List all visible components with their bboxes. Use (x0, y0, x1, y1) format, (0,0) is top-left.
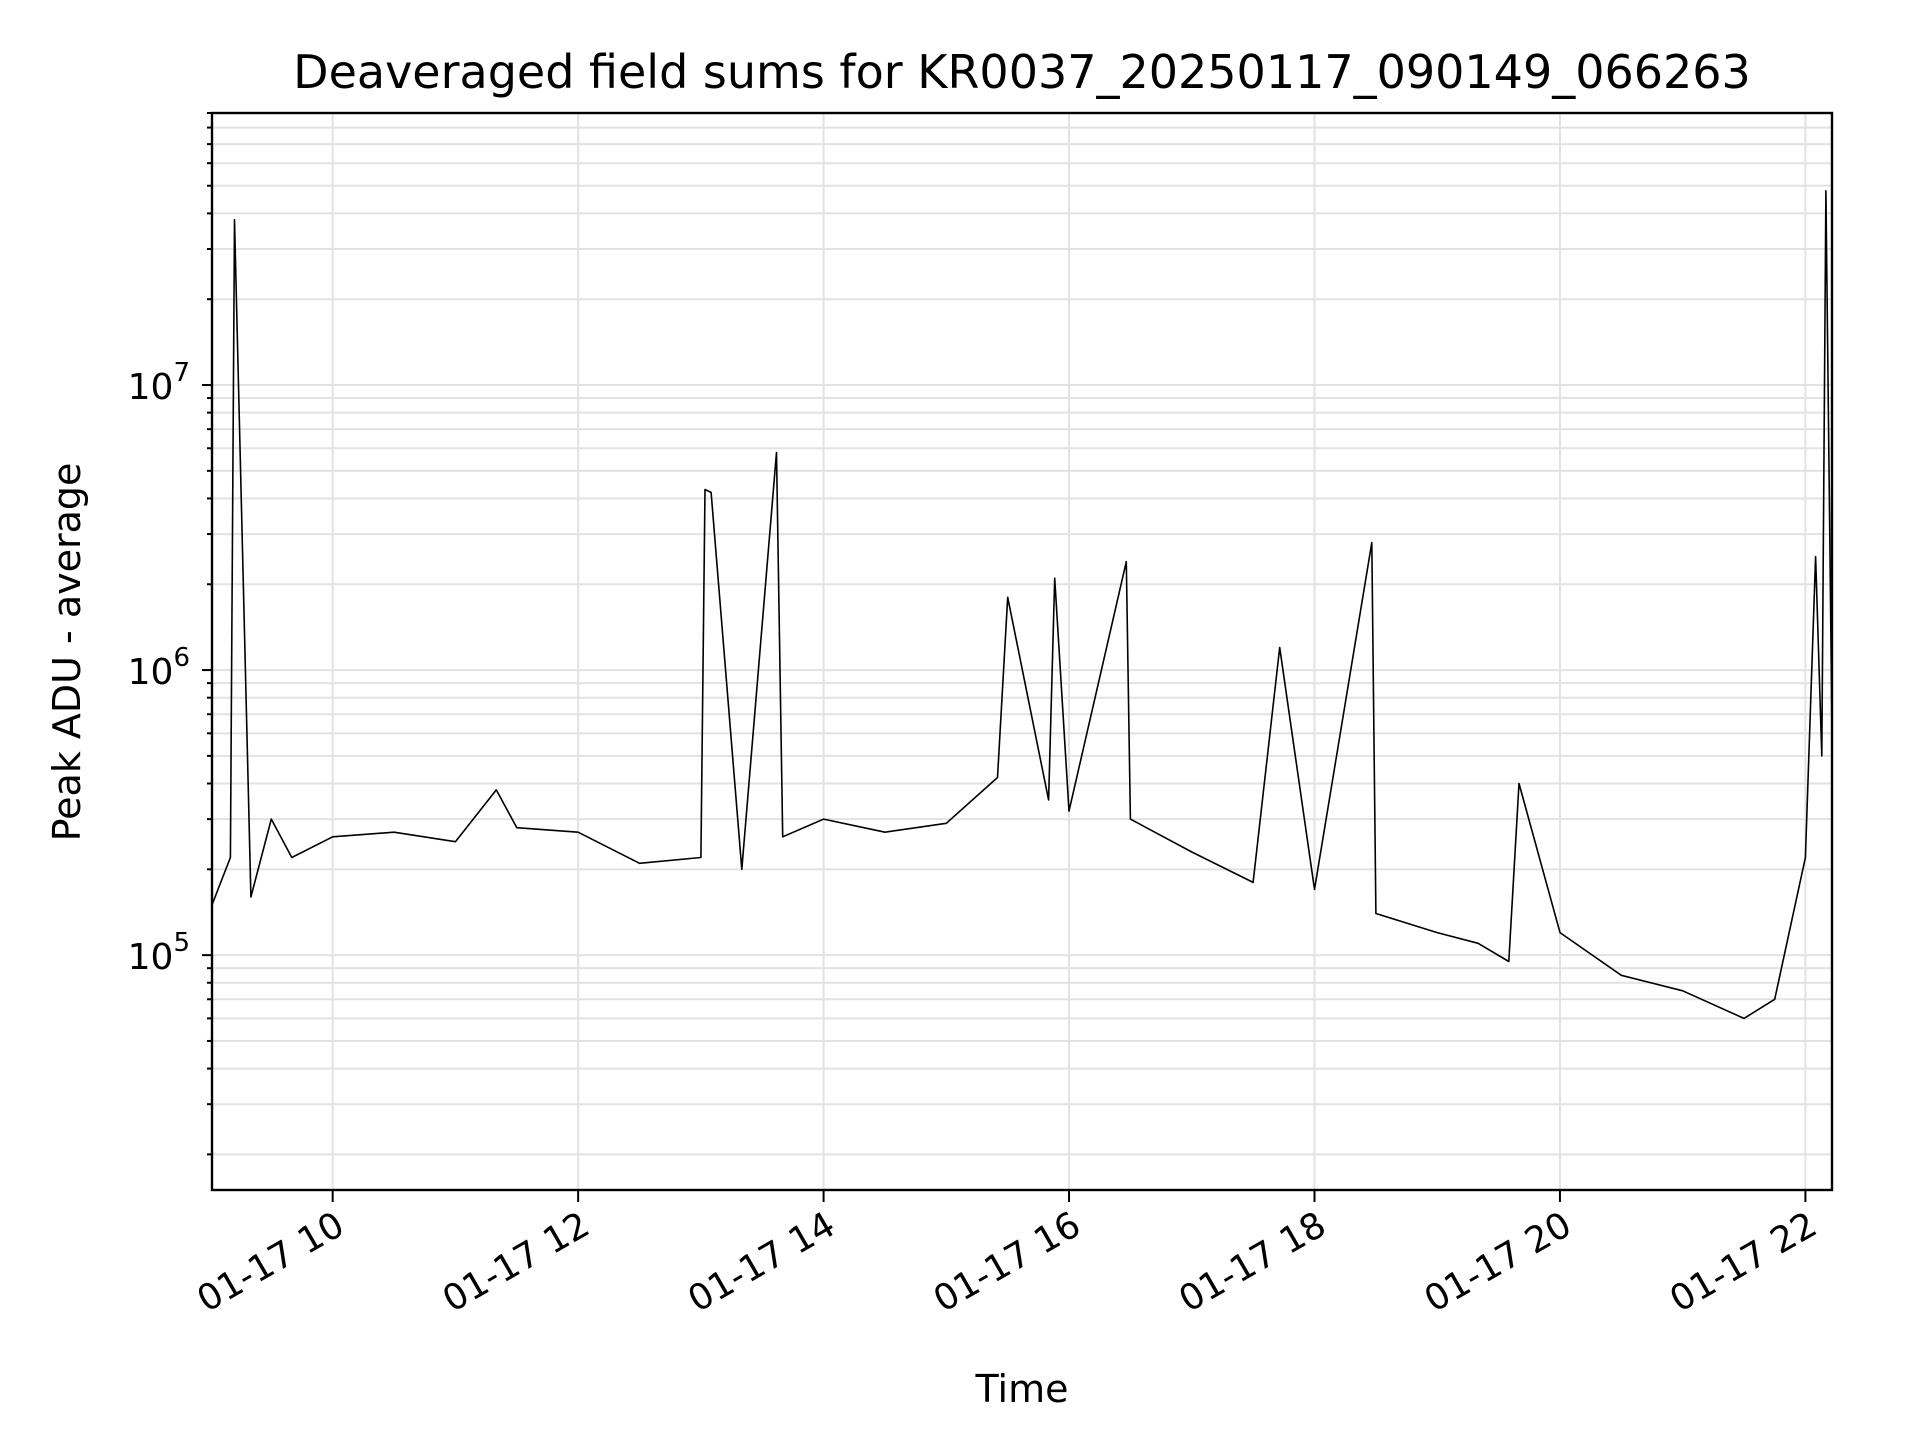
y-tick-exponent: 6 (173, 643, 190, 673)
grid-lines (212, 112, 1832, 1190)
x-axis-title: Time (975, 1367, 1069, 1411)
y-tick-exponent: 7 (173, 358, 190, 388)
y-tick-base: 10 (128, 652, 174, 693)
y-tick-label: 107 (128, 358, 190, 408)
y-tick-base: 10 (128, 367, 174, 408)
y-tick-label: 105 (128, 928, 190, 978)
y-tick-base: 10 (128, 937, 174, 978)
y-tick-exponent: 5 (173, 928, 190, 958)
chart-title: Deaveraged field sums for KR0037_2025011… (293, 45, 1751, 99)
plot-frame (210, 111, 1834, 1192)
series-layer (212, 190, 1832, 1020)
y-tick-label: 106 (128, 643, 190, 693)
series-line-0 (212, 190, 1832, 1020)
y-axis-title: Peak ADU - average (45, 463, 89, 842)
